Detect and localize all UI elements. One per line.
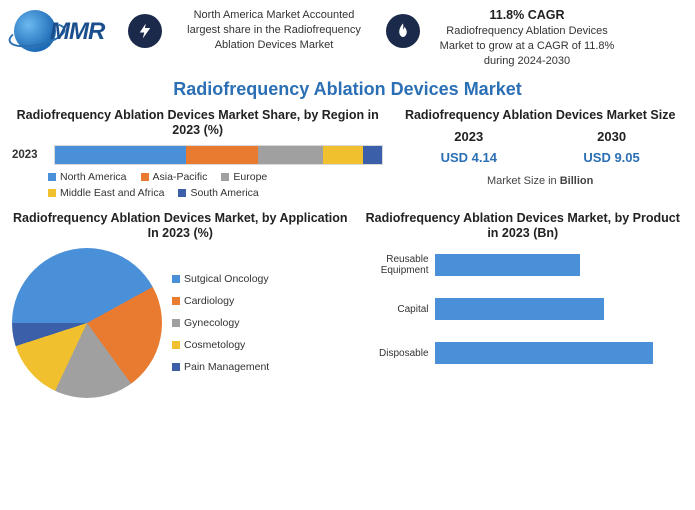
logo: MMR	[10, 8, 120, 63]
badge-cagr: 11.8% CAGR Radiofrequency Ablation Devic…	[386, 8, 626, 69]
legend-swatch	[172, 319, 180, 327]
legend-swatch	[48, 189, 56, 197]
region-year-label: 2023	[12, 149, 46, 161]
logo-text: MMR	[50, 18, 104, 46]
market-size-title: Radiofrequency Ablation Devices Market S…	[397, 108, 683, 124]
legend-label: South America	[190, 187, 258, 199]
legend-label: Cosmetology	[184, 339, 245, 351]
legend-label: Gynecology	[184, 317, 239, 329]
legend-swatch	[178, 189, 186, 197]
hbar-fill	[435, 342, 653, 364]
pie-legend: Sutgical Oncology Cardiology Gynecology Cos…	[172, 273, 269, 373]
region-chart-title: Radiofrequency Ablation Devices Market S…	[12, 108, 383, 139]
legend-swatch	[141, 173, 149, 181]
size-year-1: 2023	[454, 129, 483, 144]
market-size-block: Radiofrequency Ablation Devices Market S…	[397, 108, 683, 188]
product-bar-block: Radiofrequency Ablation Devices Market, …	[363, 211, 683, 398]
region-seg-south-america	[363, 146, 383, 164]
legend-item: Cardiology	[172, 295, 269, 307]
legend-label: North America	[60, 171, 127, 183]
legend-label: Middle East and Africa	[60, 187, 164, 199]
region-seg-middle-east-and-africa	[323, 146, 362, 164]
bottom-row: Radiofrequency Ablation Devices Market, …	[0, 203, 695, 404]
region-seg-asia-pacific	[186, 146, 258, 164]
legend-item: South America	[178, 187, 258, 199]
legend-label: Pain Management	[184, 361, 269, 373]
hbar-fill	[435, 254, 580, 276]
legend-item: Pain Management	[172, 361, 269, 373]
page-title: Radiofrequency Ablation Devices Market	[0, 79, 695, 100]
flame-icon	[386, 14, 420, 48]
header-row: MMR North America Market Accounted large…	[0, 0, 695, 73]
application-pie-block: Radiofrequency Ablation Devices Market, …	[12, 211, 349, 398]
legend-swatch	[48, 173, 56, 181]
legend-item: Gynecology	[172, 317, 269, 329]
legend-swatch	[172, 275, 180, 283]
hbar-label: Reusable Equipment	[363, 254, 429, 276]
region-legend: North America Asia-Pacific Europe Middle Ea…	[12, 171, 383, 199]
legend-swatch	[172, 341, 180, 349]
hbar-row: Capital	[363, 298, 677, 320]
hbar-label: Capital	[363, 304, 429, 315]
size-year-2: 2030	[597, 129, 626, 144]
legend-swatch	[172, 363, 180, 371]
region-row: Radiofrequency Ablation Devices Market S…	[0, 108, 695, 199]
hbar-fill	[435, 298, 605, 320]
region-seg-north-america	[55, 146, 186, 164]
legend-item: Cosmetology	[172, 339, 269, 351]
size-note-bold: Billion	[560, 175, 594, 187]
product-title: Radiofrequency Ablation Devices Market, …	[363, 211, 683, 242]
legend-label: Asia-Pacific	[153, 171, 208, 183]
region-seg-europe	[258, 146, 323, 164]
market-size-note: Market Size in Billion	[397, 175, 683, 187]
application-pie-chart	[12, 248, 162, 398]
market-size-years: 2023 2030	[397, 129, 683, 144]
region-share-chart: Radiofrequency Ablation Devices Market S…	[12, 108, 383, 199]
hbar-row: Disposable	[363, 342, 677, 364]
legend-item: North America	[48, 171, 127, 183]
hbar-track	[435, 342, 677, 364]
legend-label: Sutgical Oncology	[184, 273, 269, 285]
legend-swatch	[172, 297, 180, 305]
hbar-track	[435, 254, 677, 276]
legend-item: Sutgical Oncology	[172, 273, 269, 285]
size-value-2: USD 9.05	[583, 150, 639, 165]
badge1-text: North America Market Accounted largest s…	[170, 8, 378, 53]
badge2-text: Radiofrequency Ablation Devices Market t…	[428, 24, 626, 69]
region-bar-wrap: 2023	[12, 145, 383, 165]
size-note-prefix: Market Size in	[487, 175, 560, 187]
hbar-row: Reusable Equipment	[363, 254, 677, 276]
product-hbars: Reusable Equipment Capital Disposable	[363, 254, 683, 364]
legend-label: Cardiology	[184, 295, 234, 307]
hbar-track	[435, 298, 677, 320]
pie-title: Radiofrequency Ablation Devices Market, …	[12, 211, 349, 242]
legend-swatch	[221, 173, 229, 181]
badge-north-america: North America Market Accounted largest s…	[128, 8, 378, 53]
hbar-label: Disposable	[363, 348, 429, 359]
bolt-icon	[128, 14, 162, 48]
legend-label: Europe	[233, 171, 267, 183]
badge2-title: 11.8% CAGR	[428, 8, 626, 22]
market-size-values: USD 4.14 USD 9.05	[397, 150, 683, 165]
pie-wrap: Sutgical Oncology Cardiology Gynecology Cos…	[12, 248, 349, 398]
legend-item: Middle East and Africa	[48, 187, 164, 199]
legend-item: Europe	[221, 171, 267, 183]
size-value-1: USD 4.14	[441, 150, 497, 165]
legend-item: Asia-Pacific	[141, 171, 208, 183]
region-stacked-bar	[54, 145, 383, 165]
